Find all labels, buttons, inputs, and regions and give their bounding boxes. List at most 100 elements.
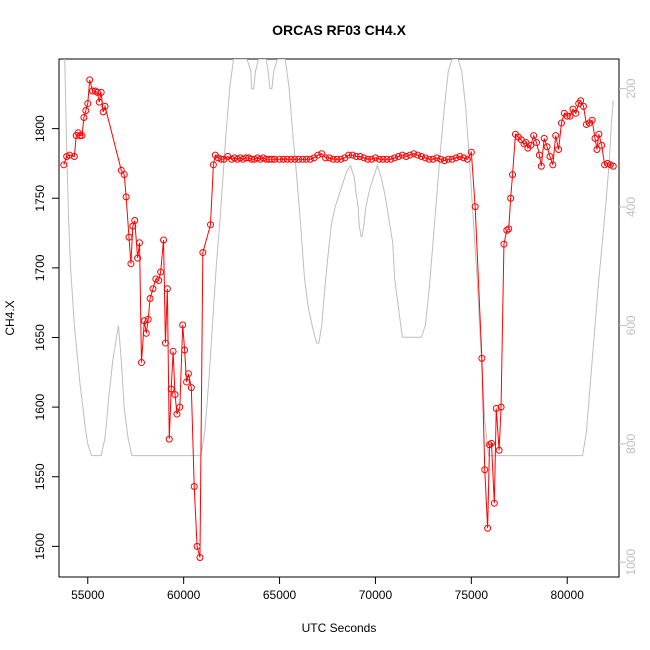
data-point [463, 155, 471, 163]
data-point [89, 87, 97, 95]
data-point [299, 155, 307, 163]
data-point [161, 339, 169, 347]
data-point [142, 329, 150, 337]
data-point [76, 132, 84, 140]
data-point [398, 151, 406, 159]
data-point [302, 155, 310, 163]
data-point [184, 370, 192, 378]
chart-title: ORCAS RF03 CH4.X [272, 22, 406, 38]
data-point [329, 155, 337, 163]
data-point [484, 524, 492, 532]
data-point [417, 152, 425, 160]
data-point [448, 155, 456, 163]
data-point [70, 152, 78, 160]
data-point [84, 100, 92, 108]
data-point [387, 155, 395, 163]
data-point [572, 109, 580, 117]
data-point [410, 150, 418, 158]
data-point [271, 155, 279, 163]
data-point [452, 154, 460, 162]
data-point [291, 155, 299, 163]
data-point [173, 410, 181, 418]
data-point [566, 112, 574, 120]
data-point [134, 254, 142, 262]
data-point [131, 217, 139, 225]
data-point [144, 315, 152, 323]
data-point [295, 155, 303, 163]
data-point [209, 161, 217, 169]
data-point [546, 152, 554, 160]
data-point [368, 155, 376, 163]
data-point [276, 155, 284, 163]
secondary-line [64, 59, 614, 457]
data-point [549, 161, 557, 169]
y-tick-label: 1650 [33, 324, 47, 351]
data-point [481, 466, 489, 474]
data-point [101, 102, 109, 110]
x-tick-label: 60000 [167, 588, 201, 602]
data-point [478, 354, 486, 362]
data-point [322, 154, 330, 162]
data-point [136, 239, 144, 247]
data-point [122, 193, 130, 201]
data-point [425, 155, 433, 163]
y-tick-label: 1800 [33, 115, 47, 142]
data-point [345, 151, 353, 159]
data-point [520, 140, 528, 148]
data-point [160, 236, 168, 244]
right-tick-label: 600 [624, 315, 638, 335]
data-point [279, 155, 287, 163]
data-point [552, 132, 560, 140]
data-point [421, 154, 429, 162]
data-point [402, 152, 410, 160]
data-point [391, 154, 399, 162]
right-axis-ticks: 200 400 600 800 1000 [619, 78, 638, 576]
data-point [503, 226, 511, 234]
data-point [543, 143, 551, 151]
data-point [495, 446, 503, 454]
data-point [505, 225, 513, 233]
x-tick-label: 65000 [263, 588, 297, 602]
data-point [196, 554, 204, 562]
data-point [490, 499, 498, 507]
data-point [82, 107, 90, 115]
data-point [306, 155, 314, 163]
data-point [406, 151, 414, 159]
data-point [530, 132, 538, 140]
data-point [527, 141, 535, 149]
x-axis-ticks: 55000 60000 65000 70000 75000 80000 [71, 576, 584, 602]
data-point [580, 102, 588, 110]
right-tick-label: 800 [624, 433, 638, 453]
data-point [383, 155, 391, 163]
data-point [577, 97, 585, 105]
data-point [80, 113, 88, 121]
data-point [93, 88, 101, 96]
data-point [155, 276, 163, 284]
data-point [283, 155, 291, 163]
data-point [140, 317, 148, 325]
y-tick-label: 1500 [33, 533, 47, 560]
x-tick-label: 75000 [455, 588, 489, 602]
data-point [497, 403, 505, 411]
data-point [429, 155, 437, 163]
data-point [595, 130, 603, 138]
data-point [207, 221, 215, 229]
data-point [137, 359, 145, 367]
data-point [371, 154, 379, 162]
y-axis-ticks: 1500 1550 1600 1650 1700 1750 1800 [33, 115, 59, 560]
data-point [394, 152, 402, 160]
data-point [375, 155, 383, 163]
data-point [78, 132, 86, 140]
secondary-trace [64, 59, 614, 457]
right-tick-label: 200 [624, 78, 638, 98]
data-point [127, 260, 135, 268]
data-point [444, 155, 452, 163]
data-point [557, 119, 565, 127]
data-point [163, 285, 171, 293]
data-point [318, 150, 326, 158]
data-point [287, 155, 295, 163]
data-point [563, 112, 571, 120]
data-point [181, 346, 189, 354]
data-point [360, 154, 368, 162]
data-point [217, 155, 225, 163]
